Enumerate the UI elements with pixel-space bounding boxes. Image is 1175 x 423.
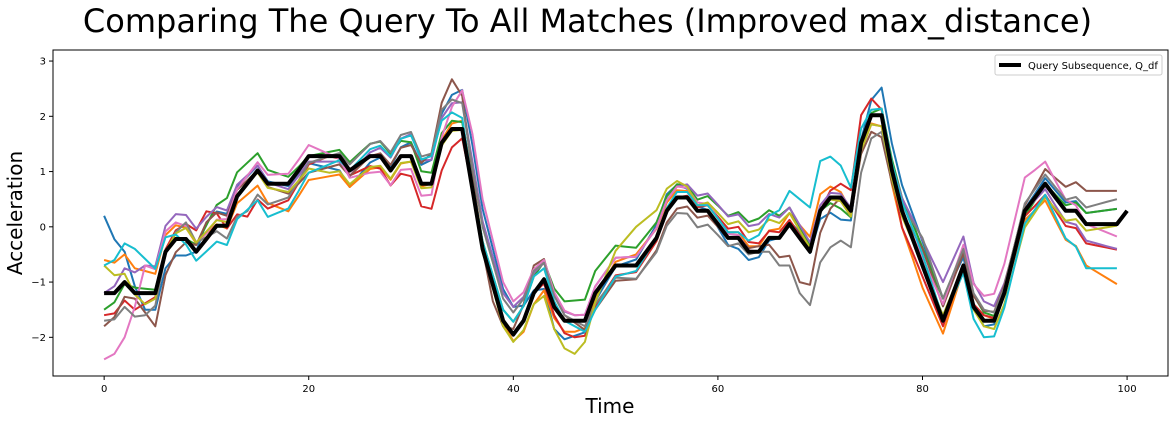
match-series-line-8	[103, 98, 1118, 328]
series-layer	[103, 78, 1129, 361]
x-tick-label: 60	[712, 384, 725, 395]
x-axis-label: Time	[585, 394, 635, 418]
y-axis-label: Acceleration	[3, 151, 27, 275]
y-tick-label: 1	[40, 167, 46, 178]
axes-layer: 0 20 40 60 80 100 −2 −1 0 1 2 3	[31, 57, 1136, 395]
legend-query-label: Query Subsequence, Q_df	[1028, 61, 1158, 72]
legend: Query Subsequence, Q_df	[994, 54, 1163, 76]
y-tick-label: 0	[40, 222, 46, 233]
x-tick-label: 20	[302, 384, 315, 395]
match-series-line-1	[103, 86, 1118, 341]
legend-box	[994, 54, 1163, 76]
match-series-line-6	[103, 78, 1117, 331]
y-tick-label: 2	[40, 112, 46, 123]
y-tick-label: −2	[31, 333, 46, 344]
x-tick-label: 0	[101, 384, 107, 395]
match-series-line-7	[103, 89, 1118, 361]
plot-frame	[52, 49, 1169, 377]
x-tick-label: 100	[1118, 384, 1137, 395]
query-series-line	[104, 113, 1129, 337]
match-series-line-10	[103, 107, 1117, 339]
y-tick-label: −1	[31, 278, 46, 289]
x-tick-label: 40	[507, 384, 520, 395]
chart-title: Comparing The Query To All Matches (Impr…	[82, 2, 1093, 40]
match-series-line-3	[103, 107, 1118, 323]
match-series-line-4	[103, 97, 1118, 339]
y-tick-label: 3	[40, 57, 46, 68]
x-tick-label: 80	[916, 384, 929, 395]
